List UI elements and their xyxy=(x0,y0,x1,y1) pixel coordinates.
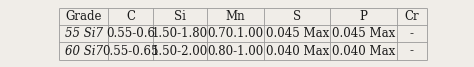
Text: Mn: Mn xyxy=(226,10,245,23)
Bar xyxy=(397,25,427,42)
Bar xyxy=(153,8,207,25)
Bar xyxy=(264,25,330,42)
Text: Grade: Grade xyxy=(65,10,102,23)
Bar xyxy=(397,8,427,25)
Text: Cr: Cr xyxy=(404,10,419,23)
Bar xyxy=(397,42,427,60)
Text: 0.045 Max: 0.045 Max xyxy=(266,27,329,40)
Text: Si: Si xyxy=(174,10,186,23)
Bar xyxy=(330,25,397,42)
Text: -: - xyxy=(410,45,414,58)
Bar xyxy=(207,42,264,60)
Text: 0.55-0.6: 0.55-0.6 xyxy=(106,27,155,40)
Bar xyxy=(59,25,109,42)
Text: 1.50-2.00: 1.50-2.00 xyxy=(152,45,208,58)
Bar xyxy=(59,42,109,60)
Bar xyxy=(330,8,397,25)
Text: 0.55-0.65: 0.55-0.65 xyxy=(102,45,159,58)
Bar xyxy=(207,25,264,42)
Bar xyxy=(109,42,153,60)
Bar xyxy=(264,8,330,25)
Bar xyxy=(207,8,264,25)
Bar xyxy=(153,25,207,42)
Bar xyxy=(264,42,330,60)
Text: -: - xyxy=(410,27,414,40)
Text: 0.045 Max: 0.045 Max xyxy=(332,27,395,40)
Text: 0.040 Max: 0.040 Max xyxy=(332,45,395,58)
Bar xyxy=(153,42,207,60)
Bar xyxy=(330,42,397,60)
Text: 60 Si7: 60 Si7 xyxy=(65,45,103,58)
Bar xyxy=(109,25,153,42)
Text: 0.040 Max: 0.040 Max xyxy=(266,45,329,58)
Text: S: S xyxy=(293,10,301,23)
Text: 55 Si7: 55 Si7 xyxy=(65,27,103,40)
Text: C: C xyxy=(126,10,135,23)
Text: 1.50-1.80: 1.50-1.80 xyxy=(152,27,208,40)
Text: 0.80-1.00: 0.80-1.00 xyxy=(207,45,264,58)
Text: 0.70.1.00: 0.70.1.00 xyxy=(208,27,264,40)
Text: P: P xyxy=(360,10,367,23)
Bar xyxy=(109,8,153,25)
Bar xyxy=(59,8,109,25)
